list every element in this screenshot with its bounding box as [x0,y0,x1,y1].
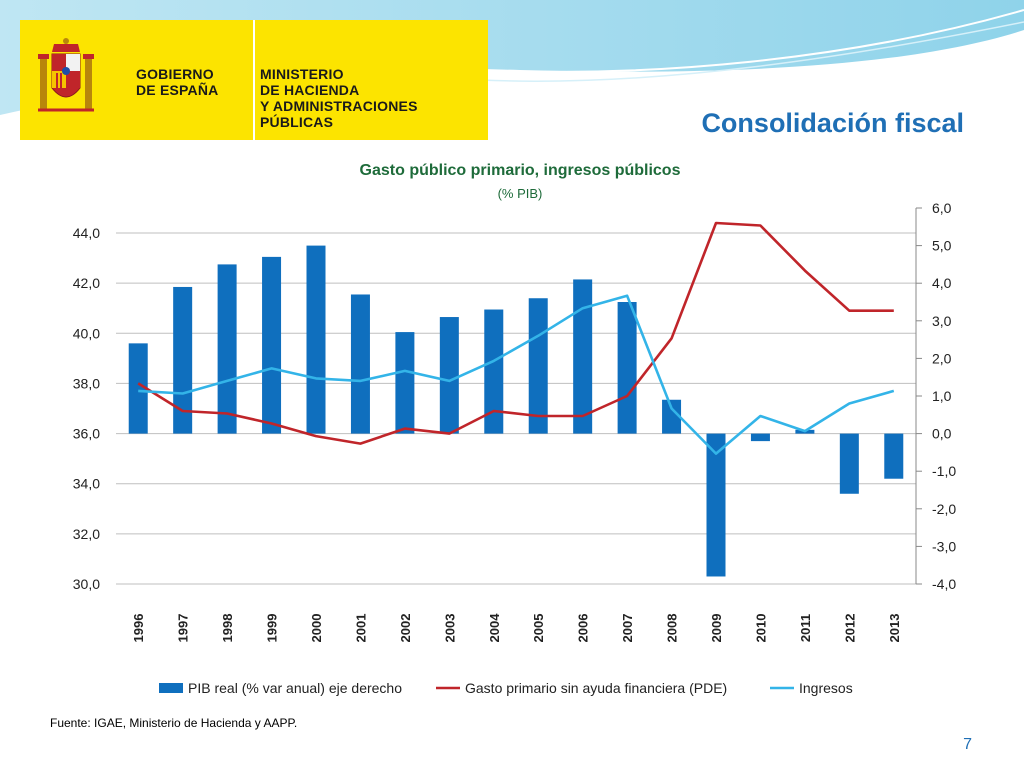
category-label: 1998 [220,614,235,643]
category-label: 1996 [131,614,146,643]
right-axis-tick-label: 4,0 [932,275,952,291]
bar-1999 [262,256,282,434]
right-axis-tick-label: -2,0 [932,501,956,517]
left-axis-tick-label: 38,0 [73,375,100,391]
right-axis-tick-label: 6,0 [932,200,952,216]
left-axis-tick-label: 42,0 [73,275,100,291]
bar-2002 [395,332,415,434]
chart-subtitle: (% PIB) [497,186,543,201]
source-note: Fuente: IGAE, Ministerio de Hacienda y A… [50,716,298,730]
bar-2006 [573,279,593,434]
bar-1997 [173,286,193,434]
chart-title: Gasto público primario, ingresos público… [359,162,681,179]
left-axis-tick-label: 36,0 [73,426,100,442]
bar-2008 [662,399,682,434]
category-label: 2007 [620,614,635,643]
right-axis-tick-label: -4,0 [932,576,956,592]
category-label: 2002 [398,614,413,643]
category-label: 2006 [576,614,591,643]
left-axis-tick-label: 32,0 [73,526,100,542]
right-axis-tick-label: 5,0 [932,238,952,254]
page-number: 7 [963,736,972,753]
category-label: 2013 [887,614,902,643]
logo-text-espana: DE ESPAÑA [136,82,219,98]
left-axis-tick-label: 30,0 [73,576,100,592]
logo-text-hacienda: DE HACIENDA [260,82,360,98]
legend-swatch-pib [159,683,183,693]
coat-of-arms-icon [38,38,94,112]
category-label: 2010 [753,614,768,643]
series-line-gasto-primario [137,221,894,445]
bar-2012 [839,433,859,494]
category-label: 1997 [176,614,191,643]
logo-divider [253,20,255,140]
category-label: 2000 [309,614,324,643]
logo-text-ministerio: MINISTERIO [260,66,344,82]
bar-2009 [706,433,726,577]
category-label: 2011 [798,614,813,642]
right-axis-tick-label: 3,0 [932,313,952,329]
bar-2004 [484,309,504,434]
right-axis-tick-label: -3,0 [932,538,956,554]
category-label: 2001 [353,614,368,643]
bar-2003 [439,317,459,434]
right-axis-tick-label: -1,0 [932,463,956,479]
left-axis-tick-label: 44,0 [73,225,100,241]
bar-1998 [217,264,237,434]
category-label: 1999 [265,614,280,643]
category-label: 2009 [709,614,724,643]
bar-2005 [528,298,548,434]
government-logo: GOBIERNO DE ESPAÑA MINISTERIO DE HACIEND… [20,20,488,140]
right-axis-tick-label: 1,0 [932,388,952,404]
logo-text-administraciones: Y ADMINISTRACIONES PÚBLICAS [260,98,418,130]
left-axis-tick-label: 40,0 [73,325,100,341]
legend-label-ingresos: Ingresos [799,680,853,696]
right-axis-tick-label: 2,0 [932,350,952,366]
bar-2013 [884,433,904,479]
bar-1996 [128,343,148,434]
legend-label-gasto: Gasto primario sin ayuda financiera (PDE… [465,680,727,696]
category-label: 2003 [442,614,457,643]
slide-title: Consolidación fiscal [701,108,964,138]
category-label: 2004 [487,613,502,643]
bar-2000 [306,245,326,434]
right-axis-tick-label: 0,0 [932,426,952,442]
legend-label-pib: PIB real (% var anual) eje derecho [188,680,402,696]
category-label: 2008 [665,614,680,643]
left-axis-tick-label: 34,0 [73,476,100,492]
bar-2001 [350,294,370,434]
bar-2007 [617,302,637,434]
bar-2010 [750,433,770,442]
category-label: 2012 [842,614,857,643]
series-line-ingresos [138,294,895,455]
category-label: 2005 [531,614,546,643]
logo-text-gobierno: GOBIERNO [136,66,214,82]
